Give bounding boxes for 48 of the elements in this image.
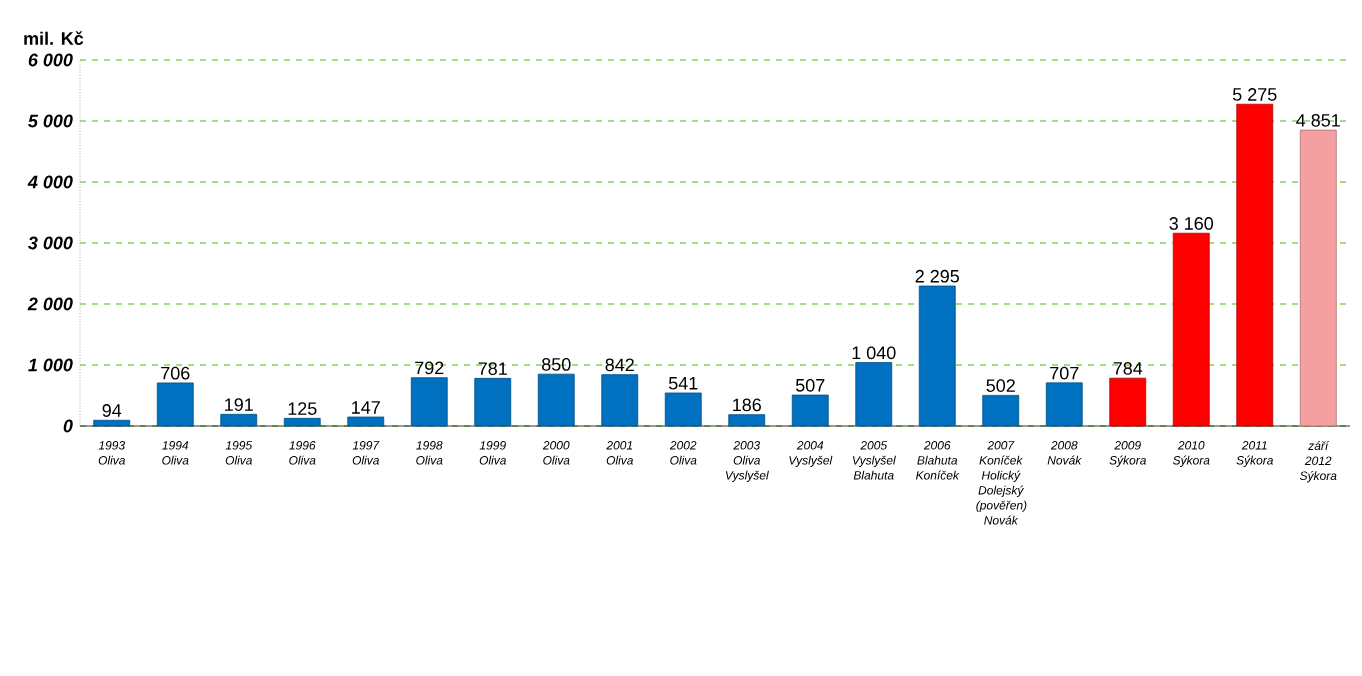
bar [283, 417, 321, 427]
y-tick-label: 1 000 [28, 358, 73, 372]
data-label: 3 160 [1169, 217, 1214, 230]
data-label: 1 040 [852, 346, 896, 360]
y-tick-label: 5 000 [28, 114, 73, 128]
bar [1109, 377, 1147, 427]
data-label: 2 295 [915, 269, 959, 283]
y-axis-title: mil. Kč [24, 31, 84, 45]
data-label: 147 [352, 401, 380, 414]
bar [664, 392, 702, 427]
bar [1236, 103, 1274, 427]
data-label: 842 [605, 358, 634, 372]
data-label: 125 [288, 402, 317, 415]
data-label: 4 851 [1296, 113, 1340, 127]
data-label: 191 [225, 398, 253, 411]
y-tick-label: 6 000 [28, 53, 73, 67]
y-tick-label: 0 [63, 419, 73, 433]
y-tick-label: 4 000 [27, 175, 73, 189]
bar [1045, 382, 1083, 427]
bar [474, 377, 512, 427]
bar [918, 285, 956, 427]
data-label: 5 275 [1232, 88, 1277, 101]
bar [410, 377, 448, 427]
data-label: 541 [668, 377, 698, 390]
data-label: 94 [102, 404, 122, 417]
bar [156, 382, 194, 427]
y-tick-label: 3 000 [28, 236, 73, 250]
data-label: 507 [795, 378, 825, 392]
bar [1172, 232, 1210, 427]
bar [855, 362, 893, 427]
data-label: 186 [733, 398, 761, 412]
bar [791, 394, 829, 427]
data-label: 502 [986, 379, 1015, 392]
bar [728, 414, 766, 427]
bar [537, 373, 575, 427]
bar [601, 374, 639, 427]
bar [982, 394, 1020, 427]
data-label: 706 [161, 366, 190, 380]
data-label: 850 [542, 358, 571, 371]
bar [347, 416, 385, 427]
y-tick-label: 2 000 [27, 297, 73, 311]
data-label: 781 [478, 362, 507, 375]
data-label: 792 [415, 361, 444, 375]
data-label: 784 [1113, 362, 1143, 375]
data-label: 707 [1050, 366, 1079, 380]
bar [93, 419, 131, 427]
bar [220, 413, 258, 427]
bar [1299, 129, 1337, 427]
